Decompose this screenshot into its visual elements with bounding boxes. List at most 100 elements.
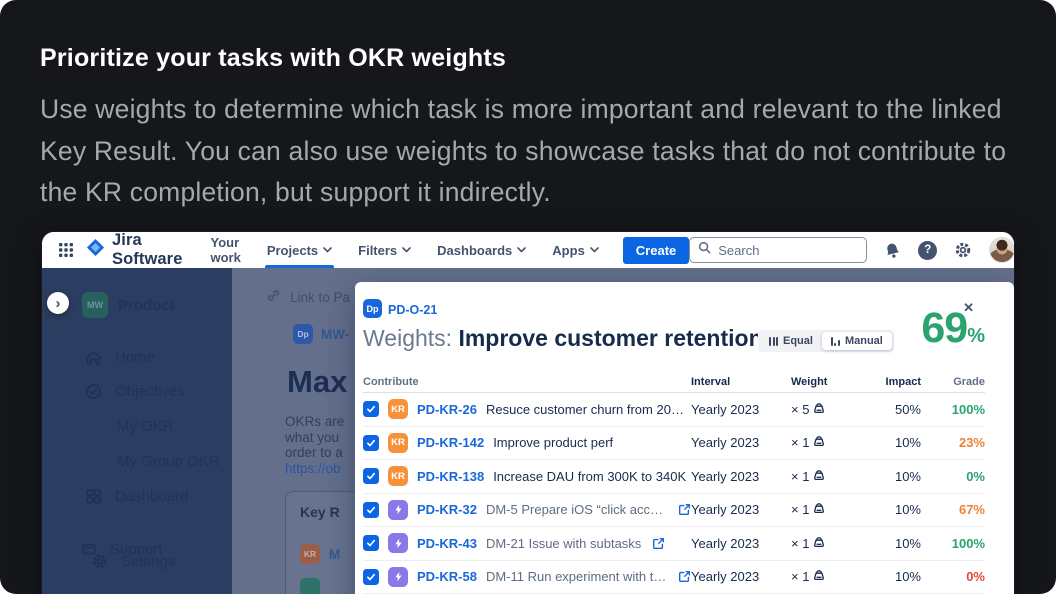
table-row[interactable]: KR PD-KR-142 Improve product perf Yearly… [363,427,985,460]
sidebar-item-objectives[interactable]: Objectives [85,383,185,400]
issue-key-link[interactable]: PD-KR-138 [417,468,485,484]
external-link-icon[interactable] [652,537,665,550]
external-link-icon[interactable] [678,503,691,516]
settings-gear-icon[interactable] [954,241,972,259]
table-row[interactable]: KR PD-KR-138 Increase DAU from 300K to 3… [363,460,985,494]
notifications-bell-icon[interactable] [882,240,903,261]
link-chain-icon [266,288,281,306]
weight-kettlebell-icon [812,535,826,552]
key-result-icon: KR [388,466,408,487]
table-row[interactable]: KR PD-KR-26 Resuce customer churn from 2… [363,393,985,427]
issue-summary: DM-21 Issue with subtasks [485,535,642,551]
row-checkbox[interactable] [363,568,379,585]
table-header: Contribute Interval Weight Impact Grade [363,372,985,393]
interval-cell: Yearly 2023 [691,535,760,551]
weight-cell[interactable]: × 1 [779,501,855,518]
nav-items: Your work Projects Filters Dashboards Ap… [210,232,599,268]
overall-grade: 69% [921,304,985,352]
modal-title: Weights: Improve customer retention [363,325,763,351]
nav-item-apps[interactable]: Apps [552,232,599,268]
chevron-down-icon [402,247,411,253]
sidebar-item-home[interactable]: Home [85,349,155,366]
impact-cell: 50% [894,401,921,417]
row-checkbox[interactable] [363,401,379,418]
promo-description: Use weights to determine which task is m… [40,94,1007,207]
sidebar-item-dashboard[interactable]: Dashboard [85,488,188,505]
sidebar-item-support[interactable]: Support [81,541,163,558]
contributions-table: Contribute Interval Weight Impact Grade … [363,372,985,594]
nav-item-your-work[interactable]: Your work [210,235,241,265]
key-result-icon: KR [388,399,408,420]
background-url: https://ob [285,461,341,476]
weight-kettlebell-icon [812,434,826,451]
weight-cell[interactable]: × 5 [779,401,855,418]
breadcrumb-issue-key[interactable]: PD-O-21 [388,303,438,317]
interval-cell: Yearly 2023 [691,569,760,585]
jira-logo[interactable]: Jira Software [86,232,182,269]
key-result-icon: KR [388,432,408,453]
chevron-down-icon [589,247,599,253]
sidebar-item-settings[interactable]: Settings [91,553,175,570]
issue-summary: Increase DAU from 300K to 340K [493,468,687,484]
sidebar-expand-button[interactable]: › [47,292,69,314]
weight-cell[interactable]: × 1 [779,468,855,485]
objective-type-icon: Dp [293,324,313,344]
row-checkbox[interactable] [363,535,379,552]
support-icon [81,542,97,558]
table-row[interactable]: PD-KR-32 DM-5 Prepare iOS “click access”… [363,494,985,527]
table-row[interactable]: PD-KR-43 DM-21 Issue with subtasks Yearl… [363,527,985,561]
weight-cell[interactable]: × 1 [779,434,855,451]
sidebar-item-my-group-okr[interactable]: My Group OKR [117,453,220,470]
interval-cell: Yearly 2023 [691,468,760,484]
app-switcher-icon[interactable] [58,242,74,258]
settings-gear-icon [91,553,108,570]
equal-bars-icon [769,336,778,346]
issue-summary: DM-11 Run experiment with the new loaylt… [485,569,667,585]
nav-item-dashboards[interactable]: Dashboards [437,232,527,268]
sidebar-project[interactable]: MW Product [82,292,175,318]
issue-key-link[interactable]: PD-KR-26 [417,401,477,417]
search-input[interactable] [718,242,859,258]
background-kr-row: KR M [300,544,340,564]
issue-key-link[interactable]: PD-KR-142 [417,435,485,451]
issue-key-link[interactable]: PD-KR-58 [417,569,477,585]
app-name: Jira Software [112,232,183,268]
toggle-manual-button[interactable]: Manual [821,332,892,350]
create-button[interactable]: Create [622,236,690,264]
user-avatar[interactable] [989,237,1014,263]
table-row[interactable]: PD-KR-58 DM-11 Run experiment with the n… [363,561,985,594]
linked-task-lightning-icon [388,533,408,554]
row-checkbox[interactable] [363,501,379,518]
weight-kettlebell-icon [812,468,826,485]
impact-cell: 10% [894,468,921,484]
background-heading: Max [287,364,348,399]
weight-cell[interactable]: × 1 [779,535,855,552]
impact-cell: 10% [894,535,921,551]
top-navbar: Jira Software Your work Projects Filters… [42,232,1014,268]
interval-cell: Yearly 2023 [691,502,760,518]
issue-key-link[interactable]: PD-KR-32 [417,502,477,518]
grade-cell: 100% [951,535,985,551]
weight-kettlebell-icon [812,501,826,518]
nav-item-filters[interactable]: Filters [358,232,411,268]
project-name: Product [118,296,175,314]
row-checkbox[interactable] [363,468,379,485]
toggle-equal-button[interactable]: Equal [760,332,822,350]
weight-cell[interactable]: × 1 [779,568,855,585]
project-avatar: MW [82,292,108,318]
search-icon [698,241,711,259]
external-link-icon[interactable] [678,570,691,583]
sidebar-item-my-okr[interactable]: My OKR [117,418,174,435]
search-box[interactable] [689,237,868,263]
grade-cell: 100% [951,401,985,417]
background-paragraph: OKRs are what you order to a [285,414,345,460]
impact-cell: 10% [894,502,921,518]
close-icon[interactable]: ✕ [963,300,974,315]
issue-key-link[interactable]: PD-KR-43 [417,535,477,551]
help-icon[interactable]: ? [918,240,938,260]
nav-item-projects[interactable]: Projects [264,232,335,268]
row-checkbox[interactable] [363,434,379,451]
grade-cell: 0% [966,468,985,484]
promo-title: Prioritize your tasks with OKR weights [40,44,507,72]
